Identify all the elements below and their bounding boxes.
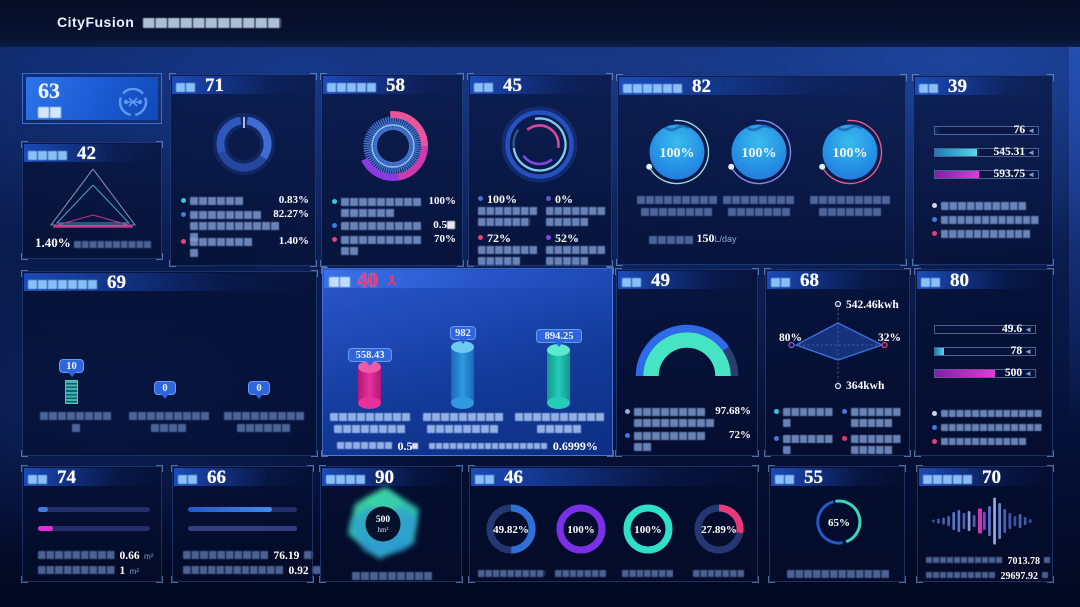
svg-text:100%: 100% <box>833 146 868 161</box>
svg-text:65%: 65% <box>828 517 850 529</box>
svg-text:100%: 100% <box>634 524 662 536</box>
svg-text:500: 500 <box>376 515 391 525</box>
svg-text:100%: 100% <box>742 146 777 161</box>
svg-text:49.82%: 49.82% <box>493 524 529 536</box>
svg-text:100%: 100% <box>567 524 595 536</box>
svg-text:27.89%: 27.89% <box>701 524 737 536</box>
svg-text:hm²: hm² <box>377 526 388 534</box>
svg-text:100%: 100% <box>660 146 695 161</box>
